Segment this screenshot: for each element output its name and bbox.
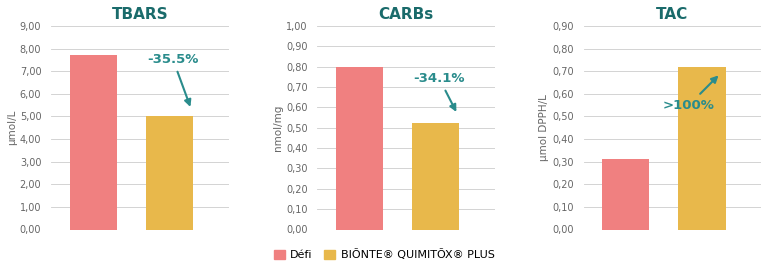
Title: CARBs: CARBs	[379, 7, 434, 22]
Bar	[336, 67, 383, 230]
Legend: Défi, BIÕNTE® QUIMITÕX® PLUS: Défi, BIÕNTE® QUIMITÕX® PLUS	[269, 245, 499, 264]
Y-axis label: nmol/mg: nmol/mg	[273, 104, 283, 151]
Bar	[602, 159, 650, 230]
Y-axis label: µmol/L: µmol/L	[7, 110, 17, 145]
Text: >100%: >100%	[663, 77, 717, 112]
Text: -34.1%: -34.1%	[414, 72, 465, 110]
Title: TBARS: TBARS	[111, 7, 168, 22]
Bar	[678, 67, 726, 230]
Y-axis label: µmol DPPH/L: µmol DPPH/L	[539, 94, 549, 161]
Bar	[70, 55, 117, 230]
Title: TAC: TAC	[656, 7, 688, 22]
Bar	[146, 116, 193, 230]
Text: -35.5%: -35.5%	[147, 53, 199, 105]
Bar	[412, 123, 459, 230]
